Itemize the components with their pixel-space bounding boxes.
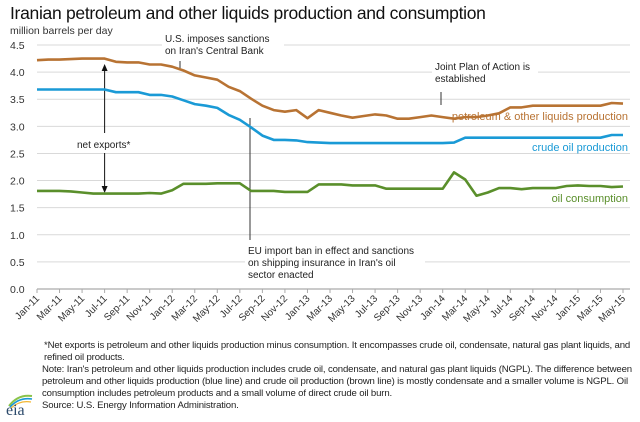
chart-title: Iranian petroleum and other liquids prod… xyxy=(10,3,486,23)
net-exports-annotation-bg xyxy=(74,139,140,153)
legend-label: crude oil production xyxy=(532,142,628,154)
y-axis-ticks: 0.0 0.5 1.0 1.5 2.0 2.5 3.0 3.5 4.0 4.5 xyxy=(10,40,25,296)
y-tick-label: 1.0 xyxy=(10,230,25,242)
jpoa-annotation-bg xyxy=(432,61,538,87)
jpoa-annotation-text: Joint Plan of Action is xyxy=(435,62,530,73)
note-footnote: Note: Iran's petroleum and other liquids… xyxy=(42,364,632,399)
x-tick-label: Nov-12 xyxy=(259,293,290,324)
sanctions-annotation-text: U.S. imposes sanctions xyxy=(165,34,270,45)
sanctions-annotation-text: on Iran's Central Bank xyxy=(165,46,265,57)
series-line-petroleum-other-liquids-production xyxy=(36,57,624,120)
footnotes: *Net exports is petroleum and other liqu… xyxy=(42,340,637,412)
source-footnote: Source: U.S. Energy Information Administ… xyxy=(42,400,239,411)
x-axis: Jan-11Mar-11May-11Jul-11Sep-11Nov-11Jan-… xyxy=(13,288,630,325)
net-exports-footnote: *Net exports is petroleum and other liqu… xyxy=(44,340,631,363)
legend: petroleum & other liquids production crud… xyxy=(452,111,628,205)
x-tick-label: Nov-14 xyxy=(530,293,561,324)
series-lines xyxy=(36,57,624,197)
arrow-up-icon xyxy=(101,64,108,71)
legend-label: oil consumption xyxy=(552,193,628,205)
sanctions-annotation-bg xyxy=(162,33,284,59)
series-line-crude-oil-production xyxy=(37,88,623,145)
eu-ban-annotation-bg xyxy=(245,245,425,285)
arrow-down-icon xyxy=(101,186,108,193)
x-tick-label: Nov-13 xyxy=(395,293,426,324)
y-tick-label: 3.0 xyxy=(10,121,25,133)
legend-label: petroleum & other liquids production xyxy=(452,111,628,123)
y-tick-label: 4.0 xyxy=(10,67,25,79)
y-tick-label: 4.5 xyxy=(10,40,25,52)
series-line-oil-consumption xyxy=(37,171,624,197)
eu-ban-annotation-text: on shipping insurance in Iran's oil xyxy=(248,258,396,269)
jpoa-annotation-text: established xyxy=(435,74,486,85)
y-tick-label: 2.5 xyxy=(10,148,25,160)
y-tick-label: 0.5 xyxy=(10,257,25,269)
line-chart: 0.0 0.5 1.0 1.5 2.0 2.5 3.0 3.5 4.0 4.5 Jan-11Mar… xyxy=(10,33,630,325)
y-axis-units-label: million barrels per day xyxy=(10,25,113,37)
y-tick-label: 2.0 xyxy=(10,176,25,188)
eia-logo: eia xyxy=(6,402,25,419)
eu-ban-annotation-text: EU import ban in effect and sanctions xyxy=(248,246,414,257)
net-exports-annotation-text: net exports* xyxy=(77,140,130,151)
y-tick-label: 3.5 xyxy=(10,94,25,106)
y-tick-label: 1.5 xyxy=(10,203,25,215)
annotation-markers xyxy=(101,61,442,240)
eu-ban-annotation-text: sector enacted xyxy=(248,270,314,281)
eia-logo-swoosh-icon xyxy=(8,394,33,409)
y-tick-label: 0.0 xyxy=(10,284,25,296)
